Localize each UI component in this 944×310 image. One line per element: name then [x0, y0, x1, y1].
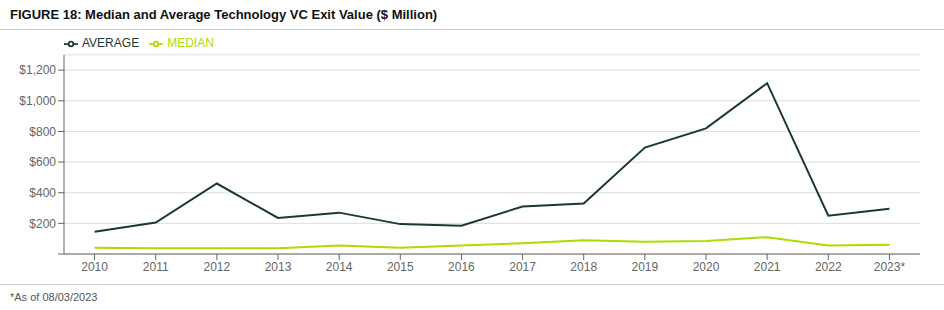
html-text:*As of 08/03/2023: *As of 08/03/2023 — [10, 291, 98, 303]
svg-text:$200: $200 — [29, 217, 56, 231]
svg-text:2021: 2021 — [754, 260, 781, 274]
svg-text:2011: 2011 — [143, 260, 169, 274]
html-text:FIGURE 18: Median and Average: FIGURE 18: Median and Average Technology… — [10, 7, 438, 22]
svg-text:2014: 2014 — [326, 260, 353, 274]
svg-text:2020: 2020 — [693, 260, 720, 274]
svg-text:$600: $600 — [29, 155, 56, 169]
svg-text:2013: 2013 — [265, 260, 292, 274]
svg-text:$800: $800 — [29, 125, 56, 139]
svg-text:$1,200: $1,200 — [19, 63, 56, 77]
svg-text:2016: 2016 — [448, 260, 475, 274]
html-text:MEDIAN: MEDIAN — [167, 36, 214, 50]
svg-text:2017: 2017 — [509, 260, 536, 274]
svg-text:2023*: 2023* — [874, 260, 906, 274]
svg-text:$1,000: $1,000 — [19, 94, 56, 108]
html-text:AVERAGE: AVERAGE — [82, 36, 140, 50]
svg-text:2015: 2015 — [387, 260, 414, 274]
svg-text:2019: 2019 — [632, 260, 659, 274]
svg-text:2012: 2012 — [204, 260, 231, 274]
svg-text:2010: 2010 — [81, 260, 108, 274]
svg-text:$400: $400 — [29, 186, 56, 200]
svg-text:2022: 2022 — [815, 260, 842, 274]
svg-text:2018: 2018 — [570, 260, 597, 274]
